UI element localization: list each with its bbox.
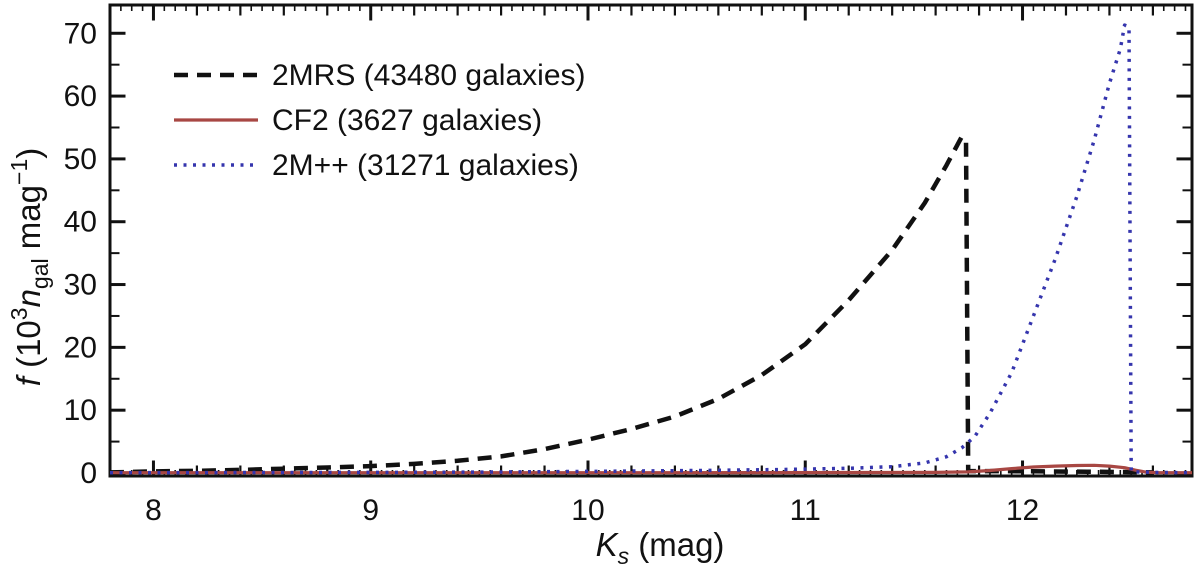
x-tick-label: 10 — [571, 494, 604, 527]
y-tick-label: 50 — [64, 143, 97, 176]
series-curve-2mrs — [109, 134, 1153, 475]
x-tick-label: 12 — [1006, 494, 1039, 527]
y-tick-label: 30 — [64, 269, 97, 302]
legend-label-2mrs: 2MRS (43480 galaxies) — [272, 59, 586, 92]
y-tick-label: 10 — [64, 394, 97, 427]
x-axis-label: Ks (mag) — [596, 526, 725, 567]
axes-layer: 8 9 10 11 12 0 10 20 30 40 50 60 70 — [64, 3, 1194, 527]
legend-label-2mpp: 2M++ (31271 galaxies) — [272, 149, 579, 182]
series-layer — [109, 23, 1193, 475]
legend-label-cf2: CF2 (3627 galaxies) — [272, 104, 542, 137]
y-tick-label: 0 — [80, 457, 97, 490]
y-tick-label: 20 — [64, 331, 97, 364]
series-curve-2m — [109, 23, 1193, 475]
y-tick-label: 70 — [64, 17, 97, 50]
x-tick-label: 11 — [790, 494, 821, 527]
x-tick-label: 8 — [145, 494, 162, 527]
plot-frame — [108, 3, 1194, 478]
legend: 2MRS (43480 galaxies) CF2 (3627 galaxies… — [174, 59, 586, 182]
y-tick-label: 40 — [64, 206, 97, 239]
x-tick-label: 9 — [362, 494, 379, 527]
y-tick-label: 60 — [64, 80, 97, 113]
series-curve-cf2 — [110, 463, 1193, 475]
y-axis-label: f (103ngal mag−1) — [6, 148, 53, 387]
